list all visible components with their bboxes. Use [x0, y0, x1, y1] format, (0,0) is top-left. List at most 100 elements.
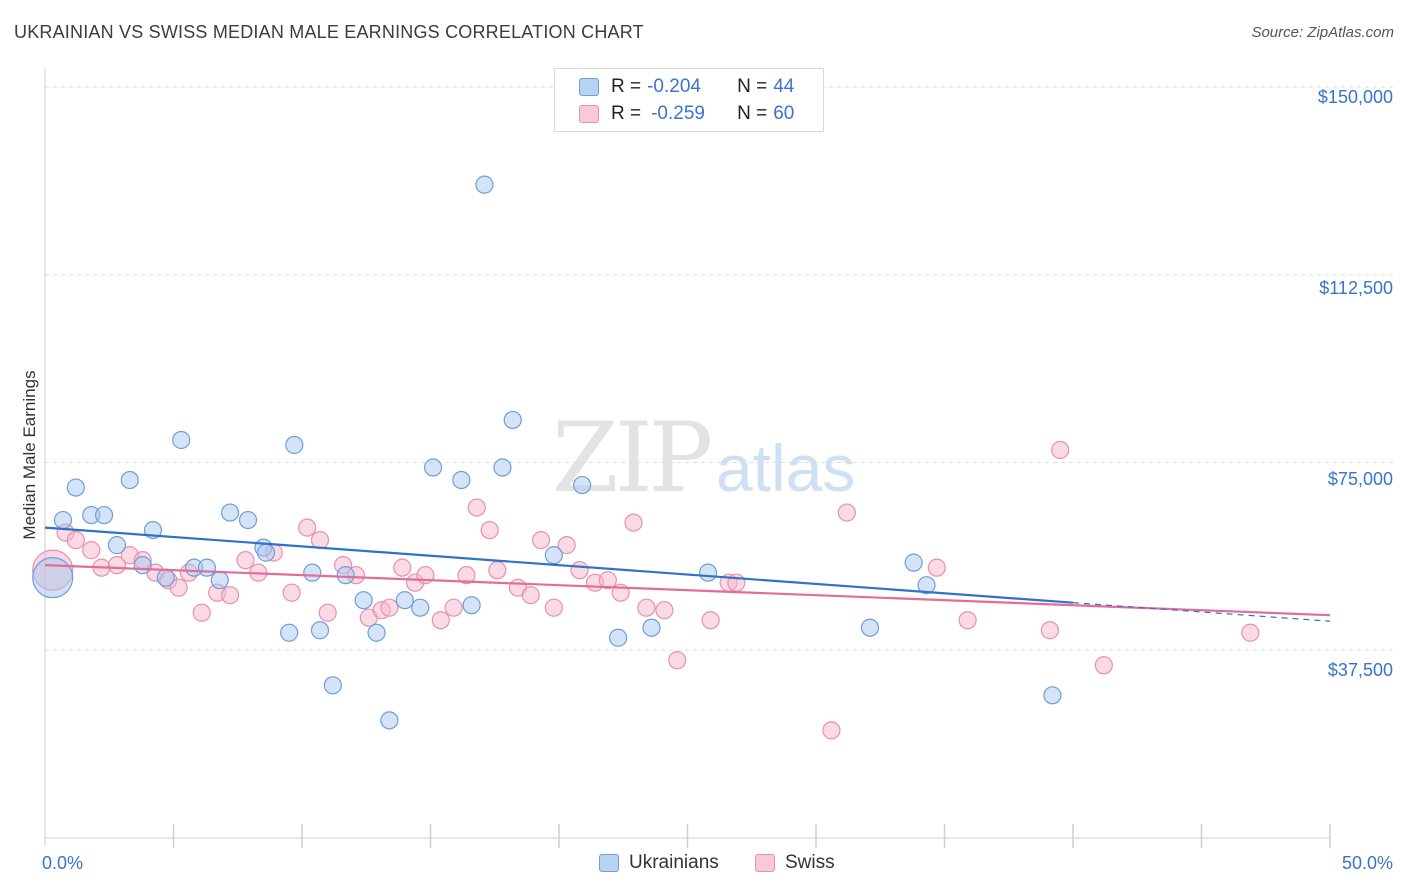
- swiss-trend-line: [44, 564, 1331, 617]
- legend-r-value: -0.259: [651, 103, 705, 124]
- legend-n-value: 60: [773, 103, 795, 124]
- y-tick-label-75000: $75,000: [1327, 469, 1393, 489]
- swiss-point-59: [1241, 623, 1260, 642]
- swiss-point-43: [598, 571, 617, 590]
- swiss-point-12: [192, 603, 211, 622]
- ukrainians-point-43: [1043, 686, 1062, 705]
- swiss-point-33: [467, 498, 486, 517]
- ukrainians-point-36: [573, 475, 592, 495]
- ukrainians-point-10: [172, 430, 191, 450]
- ukrainians-point-9: [156, 568, 175, 587]
- ukrainians-point-20: [303, 563, 322, 582]
- ukrainians-point-19: [285, 435, 304, 455]
- swiss-point-35: [488, 561, 507, 580]
- ukrainians-point-37: [609, 628, 628, 647]
- ukrainians-trend-line: [44, 526, 1074, 604]
- swiss-point-31: [444, 598, 463, 617]
- swiss-point-27: [393, 558, 412, 577]
- swiss-point-45: [624, 513, 643, 532]
- ukrainians-point-13: [210, 571, 229, 590]
- ukrainians-point-34: [503, 410, 522, 430]
- legend-r-label: R =: [611, 103, 642, 124]
- source-label: Source: ZipAtlas.com: [1251, 24, 1394, 41]
- ukrainians-point-2: [66, 478, 85, 497]
- ukrainians-point-31: [462, 596, 481, 615]
- legend-n-value: 44: [773, 76, 795, 97]
- swiss-point-47: [655, 601, 674, 620]
- swiss-point-53: [837, 503, 856, 522]
- swiss-point-14: [220, 586, 240, 605]
- swiss-point-34: [480, 520, 499, 540]
- ukrainians-point-27: [395, 591, 414, 610]
- swiss-point-32: [457, 566, 476, 585]
- ukrainians-point-25: [367, 623, 386, 642]
- x-tick-label-min: 0.0%: [42, 853, 84, 873]
- swiss-point-30: [431, 611, 450, 630]
- ukrainians-trend-extension: [1072, 602, 1331, 622]
- swiss-point-5: [107, 556, 127, 575]
- swiss-point-21: [318, 603, 337, 622]
- swiss-point-3: [82, 541, 101, 560]
- ukrainians-legend-label: Ukrainians: [629, 852, 719, 873]
- swiss-point-40: [557, 536, 576, 555]
- ukrainians-point-23: [336, 566, 355, 585]
- swiss-point-20: [310, 531, 330, 550]
- swiss-point-57: [1051, 440, 1070, 460]
- swiss-point-41: [570, 561, 589, 580]
- ukrainians-point-35: [544, 546, 563, 565]
- legend-r-value: -0.204: [647, 76, 701, 97]
- legend-row-swiss: R = -0.259 N = 60: [579, 101, 794, 127]
- swiss-swatch: [579, 105, 599, 123]
- swiss-legend-label: Swiss: [785, 852, 835, 873]
- x-tick-label-max: 50.0%: [1341, 853, 1393, 873]
- ukrainians-point-21: [310, 621, 330, 640]
- ukrainians-point-28: [411, 598, 430, 617]
- ukrainians-point-38: [642, 618, 661, 637]
- swiss-point-10: [169, 578, 188, 597]
- ukrainians-point-29: [423, 458, 443, 477]
- swiss-point-38: [531, 531, 551, 550]
- ukrainians-point-42: [917, 576, 936, 595]
- ukrainians-point-32: [475, 175, 494, 194]
- swiss-point-26: [380, 598, 399, 617]
- swiss-point-58: [1094, 656, 1113, 675]
- ukrainians-point-33: [493, 458, 512, 477]
- ukrainians-legend-swatch: [599, 854, 619, 872]
- swiss-point-55: [958, 611, 977, 630]
- ukrainians-point-41: [904, 553, 923, 572]
- ukrainians-point-22: [323, 676, 342, 695]
- ukrainians-point-1: [53, 510, 73, 530]
- y-axis-title: Median Male Earnings: [20, 370, 39, 540]
- ukrainians-point-4: [95, 505, 114, 525]
- swiss-legend-swatch: [755, 854, 775, 872]
- swiss-point-52: [822, 721, 841, 740]
- swiss-point-49: [701, 611, 720, 630]
- ukrainians-point-18: [280, 623, 299, 642]
- ukrainians-point-24: [354, 591, 373, 610]
- ukrainians-point-15: [238, 510, 258, 530]
- swiss-point-18: [282, 583, 301, 602]
- ukrainians-point-14: [220, 503, 240, 522]
- ukrainians-point-30: [452, 470, 471, 490]
- y-tick-label-112500: $112,500: [1319, 278, 1393, 298]
- bottom-legend-ukrainians: Ukrainians: [599, 852, 719, 874]
- ukrainians-point-12: [197, 558, 217, 577]
- ukrainians-point-40: [860, 618, 880, 637]
- swiss-point-46: [637, 598, 656, 617]
- ukrainians-swatch: [579, 78, 599, 96]
- legend-n-label: N =: [737, 76, 768, 97]
- swiss-point-48: [668, 651, 687, 670]
- ukrainians-point-0: [32, 557, 74, 599]
- ukrainians-point-7: [133, 556, 152, 575]
- swiss-point-37: [521, 586, 540, 605]
- swiss-point-15: [236, 551, 255, 570]
- swiss-point-2: [66, 531, 85, 550]
- swiss-point-39: [544, 598, 563, 617]
- watermark-atlas: atlas: [716, 431, 856, 505]
- watermark-zip: ZIP: [552, 402, 713, 514]
- legend-row-ukrainians: R = -0.204 N = 44: [579, 74, 794, 100]
- legend-r-label: R =: [611, 76, 642, 97]
- swiss-point-54: [927, 558, 946, 577]
- ukrainians-point-6: [120, 470, 139, 490]
